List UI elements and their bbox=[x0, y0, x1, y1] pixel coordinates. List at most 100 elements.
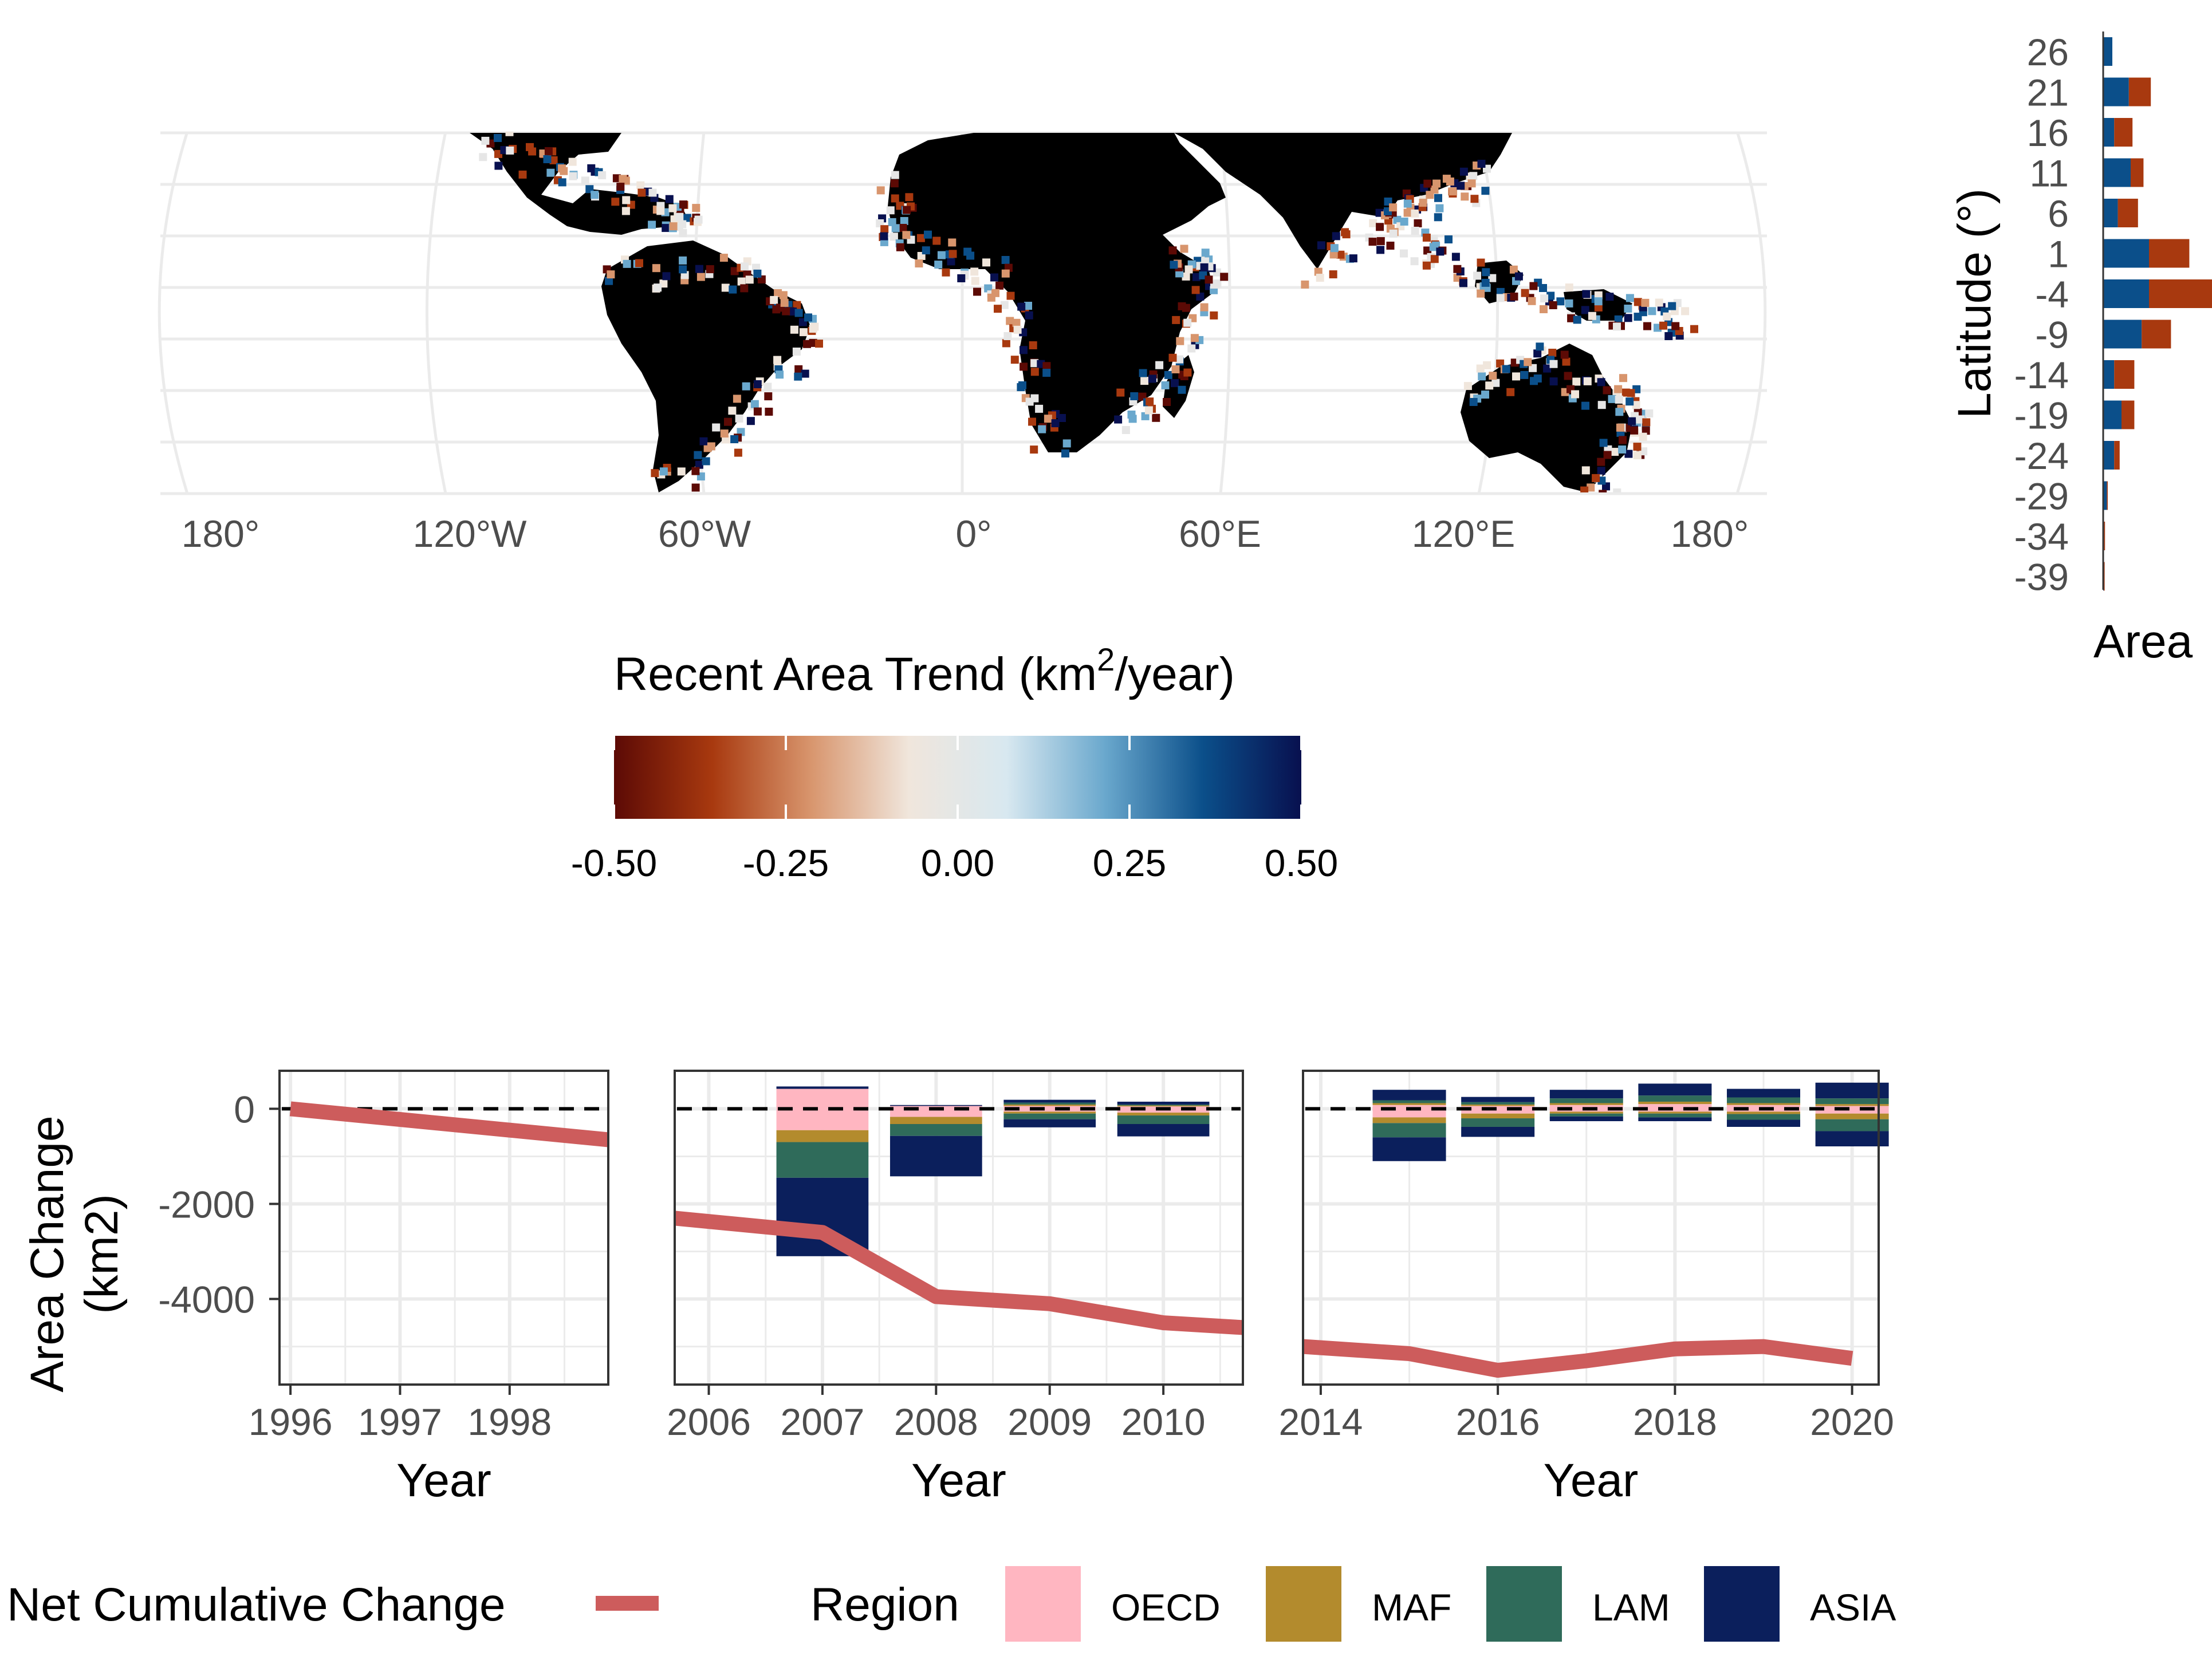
x-tick-label: 2008 bbox=[894, 1401, 978, 1443]
trend-pixel bbox=[558, 178, 566, 187]
lat-bar-loss bbox=[2149, 239, 2190, 268]
bar-segment-asia-loss bbox=[1003, 1119, 1096, 1127]
trend-pixel bbox=[1469, 398, 1478, 406]
trend-pixel bbox=[635, 259, 643, 267]
lat-ylabel: Latitude (°) bbox=[1949, 188, 2001, 419]
trend-pixel bbox=[1619, 374, 1627, 383]
trend-pixel bbox=[984, 284, 993, 293]
trend-pixel bbox=[737, 277, 746, 286]
trend-pixel bbox=[745, 275, 754, 284]
trend-pixel bbox=[815, 340, 823, 348]
trend-pixel bbox=[1164, 370, 1172, 379]
trend-pixel bbox=[934, 261, 943, 269]
bar-segment-asia-gain bbox=[1549, 1090, 1623, 1099]
bar-segment-asia-gain bbox=[1815, 1082, 1889, 1099]
bar-segment-lam-gain bbox=[1638, 1095, 1712, 1102]
trend-pixel bbox=[662, 224, 670, 232]
trend-pixel bbox=[1035, 404, 1044, 413]
trend-pixel bbox=[1155, 361, 1164, 369]
trend-pixel bbox=[1614, 385, 1623, 393]
area-panel: 1996 1997 1998 Year bbox=[249, 1070, 609, 1507]
lat-bar-loss bbox=[2128, 77, 2151, 107]
trend-pixel bbox=[621, 207, 630, 215]
bar-segment-maf-loss bbox=[776, 1130, 869, 1142]
legend-label-lam: LAM bbox=[1592, 1586, 1670, 1628]
trend-pixel bbox=[1648, 307, 1656, 316]
trend-pixel bbox=[1599, 439, 1608, 447]
trend-pixel bbox=[591, 191, 599, 199]
trend-pixel bbox=[774, 289, 782, 297]
trend-pixel bbox=[799, 328, 808, 337]
lat-bar-gain bbox=[2103, 320, 2142, 349]
bar-segment-asia-gain bbox=[776, 1086, 869, 1089]
bar-segment-asia-loss bbox=[1638, 1117, 1712, 1122]
trend-pixel bbox=[1170, 261, 1178, 269]
trend-pixel bbox=[1201, 249, 1210, 257]
bar-segment-oecd-gain bbox=[1372, 1105, 1446, 1109]
trend-pixel bbox=[1116, 388, 1125, 397]
trend-pixel bbox=[1565, 283, 1573, 292]
trend-pixel bbox=[1434, 194, 1442, 202]
trend-pixel bbox=[707, 442, 715, 451]
trend-pixel bbox=[1488, 274, 1497, 282]
trend-pixel bbox=[1184, 265, 1193, 274]
lat-tick-label: 6 bbox=[2048, 192, 2069, 235]
trend-pixel bbox=[793, 301, 801, 309]
trend-pixel bbox=[1564, 372, 1572, 380]
trend-pixel bbox=[719, 254, 728, 262]
bar-segment-lam-loss bbox=[1549, 1113, 1623, 1117]
legend: Net Cumulative Change Region OECD MAF LAM A… bbox=[7, 1566, 1896, 1642]
trend-pixel bbox=[1639, 432, 1647, 441]
trend-pixel bbox=[544, 147, 553, 155]
trend-pixel bbox=[971, 277, 979, 285]
trend-pixel bbox=[1520, 370, 1529, 379]
trend-pixel bbox=[763, 383, 772, 391]
legend-swatch-lam bbox=[1486, 1566, 1562, 1642]
lat-bar-gain bbox=[2103, 199, 2118, 227]
trend-pixel bbox=[890, 179, 899, 188]
lat-bar-gain bbox=[2103, 239, 2149, 268]
trend-pixel bbox=[1419, 199, 1427, 207]
trend-pixel bbox=[776, 370, 784, 379]
trend-pixel bbox=[1581, 306, 1589, 314]
trend-pixel bbox=[1423, 246, 1432, 255]
trend-pixel bbox=[1539, 284, 1547, 292]
trend-pixel bbox=[730, 435, 739, 443]
trend-pixel bbox=[1476, 364, 1485, 373]
x-tick-label: 2014 bbox=[1279, 1401, 1363, 1443]
trend-pixel bbox=[1580, 486, 1589, 492]
x-tick-label: 2018 bbox=[1633, 1401, 1717, 1443]
trend-pixel bbox=[679, 228, 687, 237]
trend-pixel bbox=[792, 348, 801, 356]
lat-tick-label: -4 bbox=[2035, 273, 2069, 316]
lat-bar-loss bbox=[2122, 400, 2135, 429]
legend-swatch-asia bbox=[1704, 1566, 1780, 1642]
lat-tick-label: 1 bbox=[2048, 233, 2069, 275]
trend-pixel bbox=[948, 250, 957, 258]
trend-pixel bbox=[1369, 219, 1377, 227]
trend-pixel bbox=[1020, 362, 1028, 371]
bar-segment-maf-gain bbox=[1461, 1104, 1535, 1106]
trend-pixel bbox=[1540, 305, 1548, 313]
trend-pixel bbox=[648, 220, 656, 229]
trend-pixel bbox=[1029, 341, 1037, 349]
colorbar: Recent Area Trend (km2/year) -0.50 -0.25 0… bbox=[571, 641, 1338, 884]
trend-pixel bbox=[1430, 255, 1439, 263]
trend-pixel bbox=[1571, 390, 1579, 399]
trend-pixel bbox=[1192, 273, 1201, 281]
x-axis-label: Year bbox=[1544, 1454, 1639, 1507]
trend-pixel bbox=[1012, 318, 1021, 327]
area-ylabel-line1: Area Change bbox=[21, 1115, 73, 1392]
trend-pixel bbox=[1556, 297, 1565, 306]
trend-pixel bbox=[1301, 280, 1309, 289]
trend-pixel bbox=[1006, 317, 1014, 325]
trend-pixel bbox=[1681, 307, 1690, 316]
trend-pixel bbox=[481, 136, 490, 145]
bar-segment-oecd-loss bbox=[1815, 1109, 1889, 1114]
trend-pixel bbox=[621, 176, 630, 185]
trend-pixel bbox=[1618, 445, 1627, 454]
legend-swatch-oecd bbox=[1005, 1566, 1081, 1642]
trend-pixel bbox=[1426, 191, 1434, 199]
trend-pixel bbox=[1481, 187, 1490, 195]
